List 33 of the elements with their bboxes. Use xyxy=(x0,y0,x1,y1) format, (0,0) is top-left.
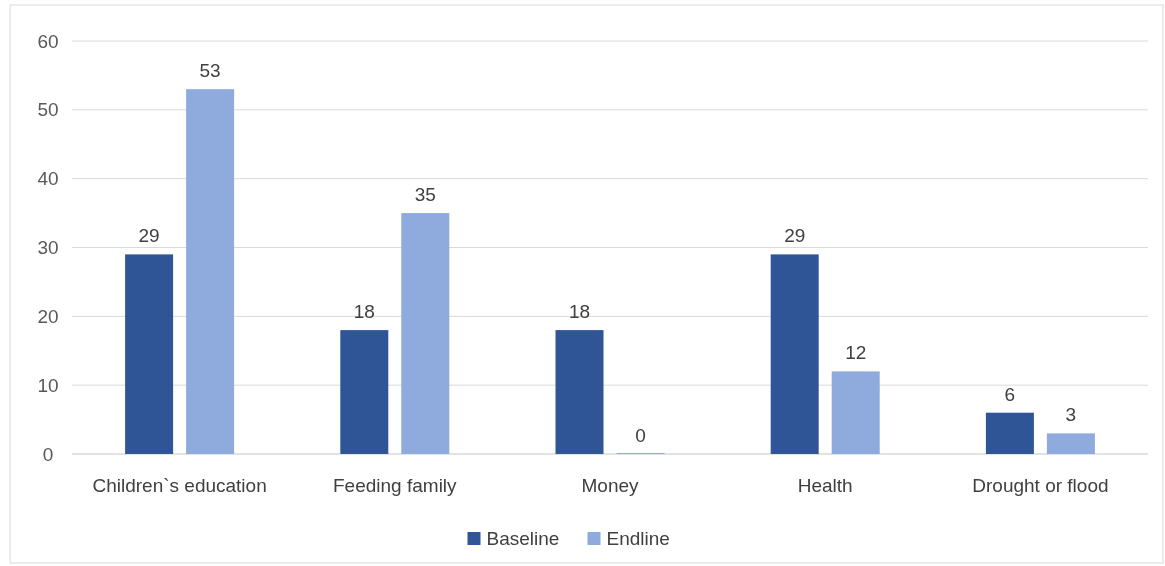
data-label: 18 xyxy=(353,301,375,323)
x-tick-label: Children`s education xyxy=(92,475,267,496)
data-label: 0 xyxy=(635,425,646,446)
data-label: 35 xyxy=(414,184,436,206)
bar xyxy=(985,412,1034,454)
y-tick-label: 50 xyxy=(37,99,59,121)
bar xyxy=(340,330,389,454)
legend-label: Endline xyxy=(606,527,670,549)
bar xyxy=(1046,433,1095,454)
data-label: 12 xyxy=(845,342,867,364)
bar xyxy=(401,213,450,454)
bar xyxy=(555,330,604,454)
data-label: 3 xyxy=(1065,404,1077,426)
y-tick-label: 30 xyxy=(37,237,59,259)
bar xyxy=(831,371,880,454)
x-tick-label: Money xyxy=(581,475,640,496)
y-tick-label: 20 xyxy=(37,305,59,327)
x-tick-label: Health xyxy=(797,475,853,496)
data-label: 29 xyxy=(784,225,806,247)
y-tick-label: 40 xyxy=(37,168,59,190)
data-label: 6 xyxy=(1004,383,1016,405)
bar xyxy=(770,254,819,454)
data-label: 18 xyxy=(568,301,591,323)
legend-label: Baseline xyxy=(486,527,560,549)
bar xyxy=(186,89,235,454)
data-label: 53 xyxy=(199,60,221,82)
x-tick-label: Drought or flood xyxy=(972,475,1109,496)
y-tick-label: 60 xyxy=(37,30,59,52)
bar xyxy=(125,254,174,454)
x-tick-label: Feeding family xyxy=(333,475,458,496)
y-tick-label: 10 xyxy=(37,374,59,396)
data-label: 29 xyxy=(138,225,160,247)
y-tick-label: 0 xyxy=(42,443,54,465)
